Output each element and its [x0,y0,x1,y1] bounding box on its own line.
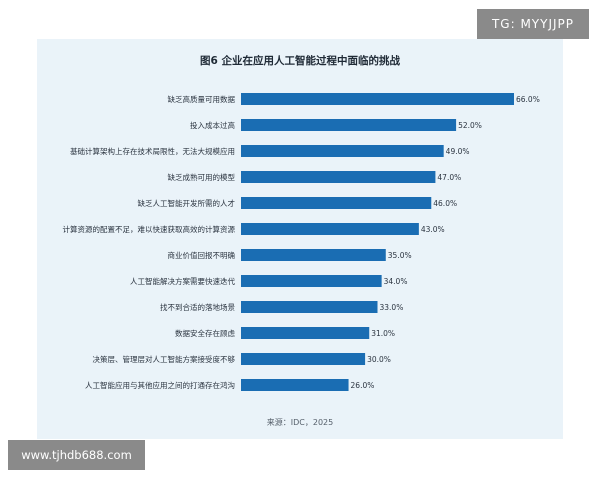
value-label: 52.0% [458,121,482,130]
category-label: 人工智能应用与其他应用之间的打通存在鸿沟 [85,380,235,390]
bar [241,93,514,105]
category-label: 计算资源的配置不足，难以快速获取高效的计算资源 [63,224,236,234]
category-label: 商业价值回报不明确 [168,250,236,260]
bar [241,301,378,313]
chart-title: 图6 企业在应用人工智能过程中面临的挑战 [200,55,400,67]
watermark-telegram: TG: MYYJJPP [477,9,589,39]
bar [241,119,457,131]
chart-source: 来源：IDC，2025 [266,418,334,427]
watermark-url: www.tjhdb688.com [8,440,145,470]
value-label: 46.0% [433,199,457,208]
value-label: 30.0% [367,355,391,364]
category-label: 人工智能解决方案需要快速迭代 [130,276,235,286]
bar [241,275,382,287]
bar [241,171,436,183]
bars-group: 缺乏高质量可用数据 66.0% 投入成本过高 52.0% 基础计算架构上存在技术局限性，… [63,93,540,391]
bar [241,223,419,235]
category-label: 缺乏成熟可用的模型 [168,172,236,182]
category-label: 数据安全存在顾虑 [175,328,235,338]
bar [241,249,386,261]
category-label: 找不到合适的落地场景 [160,302,235,312]
bar [241,327,370,339]
bar [241,197,432,209]
category-label: 基础计算架构上存在技术局限性，无法大规模应用 [70,146,235,156]
value-label: 26.0% [351,381,375,390]
category-label: 投入成本过高 [190,120,235,130]
bar [241,379,349,391]
value-label: 47.0% [437,173,461,182]
value-label: 66.0% [516,95,540,104]
chart-panel [37,39,563,439]
category-label: 决策层、管理层对人工智能方案接受度不够 [93,354,236,364]
bar [241,145,444,157]
category-label: 缺乏人工智能开发所需的人才 [138,198,236,208]
value-label: 49.0% [446,147,470,156]
value-label: 31.0% [371,329,395,338]
value-label: 34.0% [384,277,408,286]
value-label: 35.0% [388,251,412,260]
category-label: 缺乏高质量可用数据 [168,94,236,104]
value-label: 43.0% [421,225,445,234]
bar [241,353,366,365]
value-label: 33.0% [380,303,404,312]
